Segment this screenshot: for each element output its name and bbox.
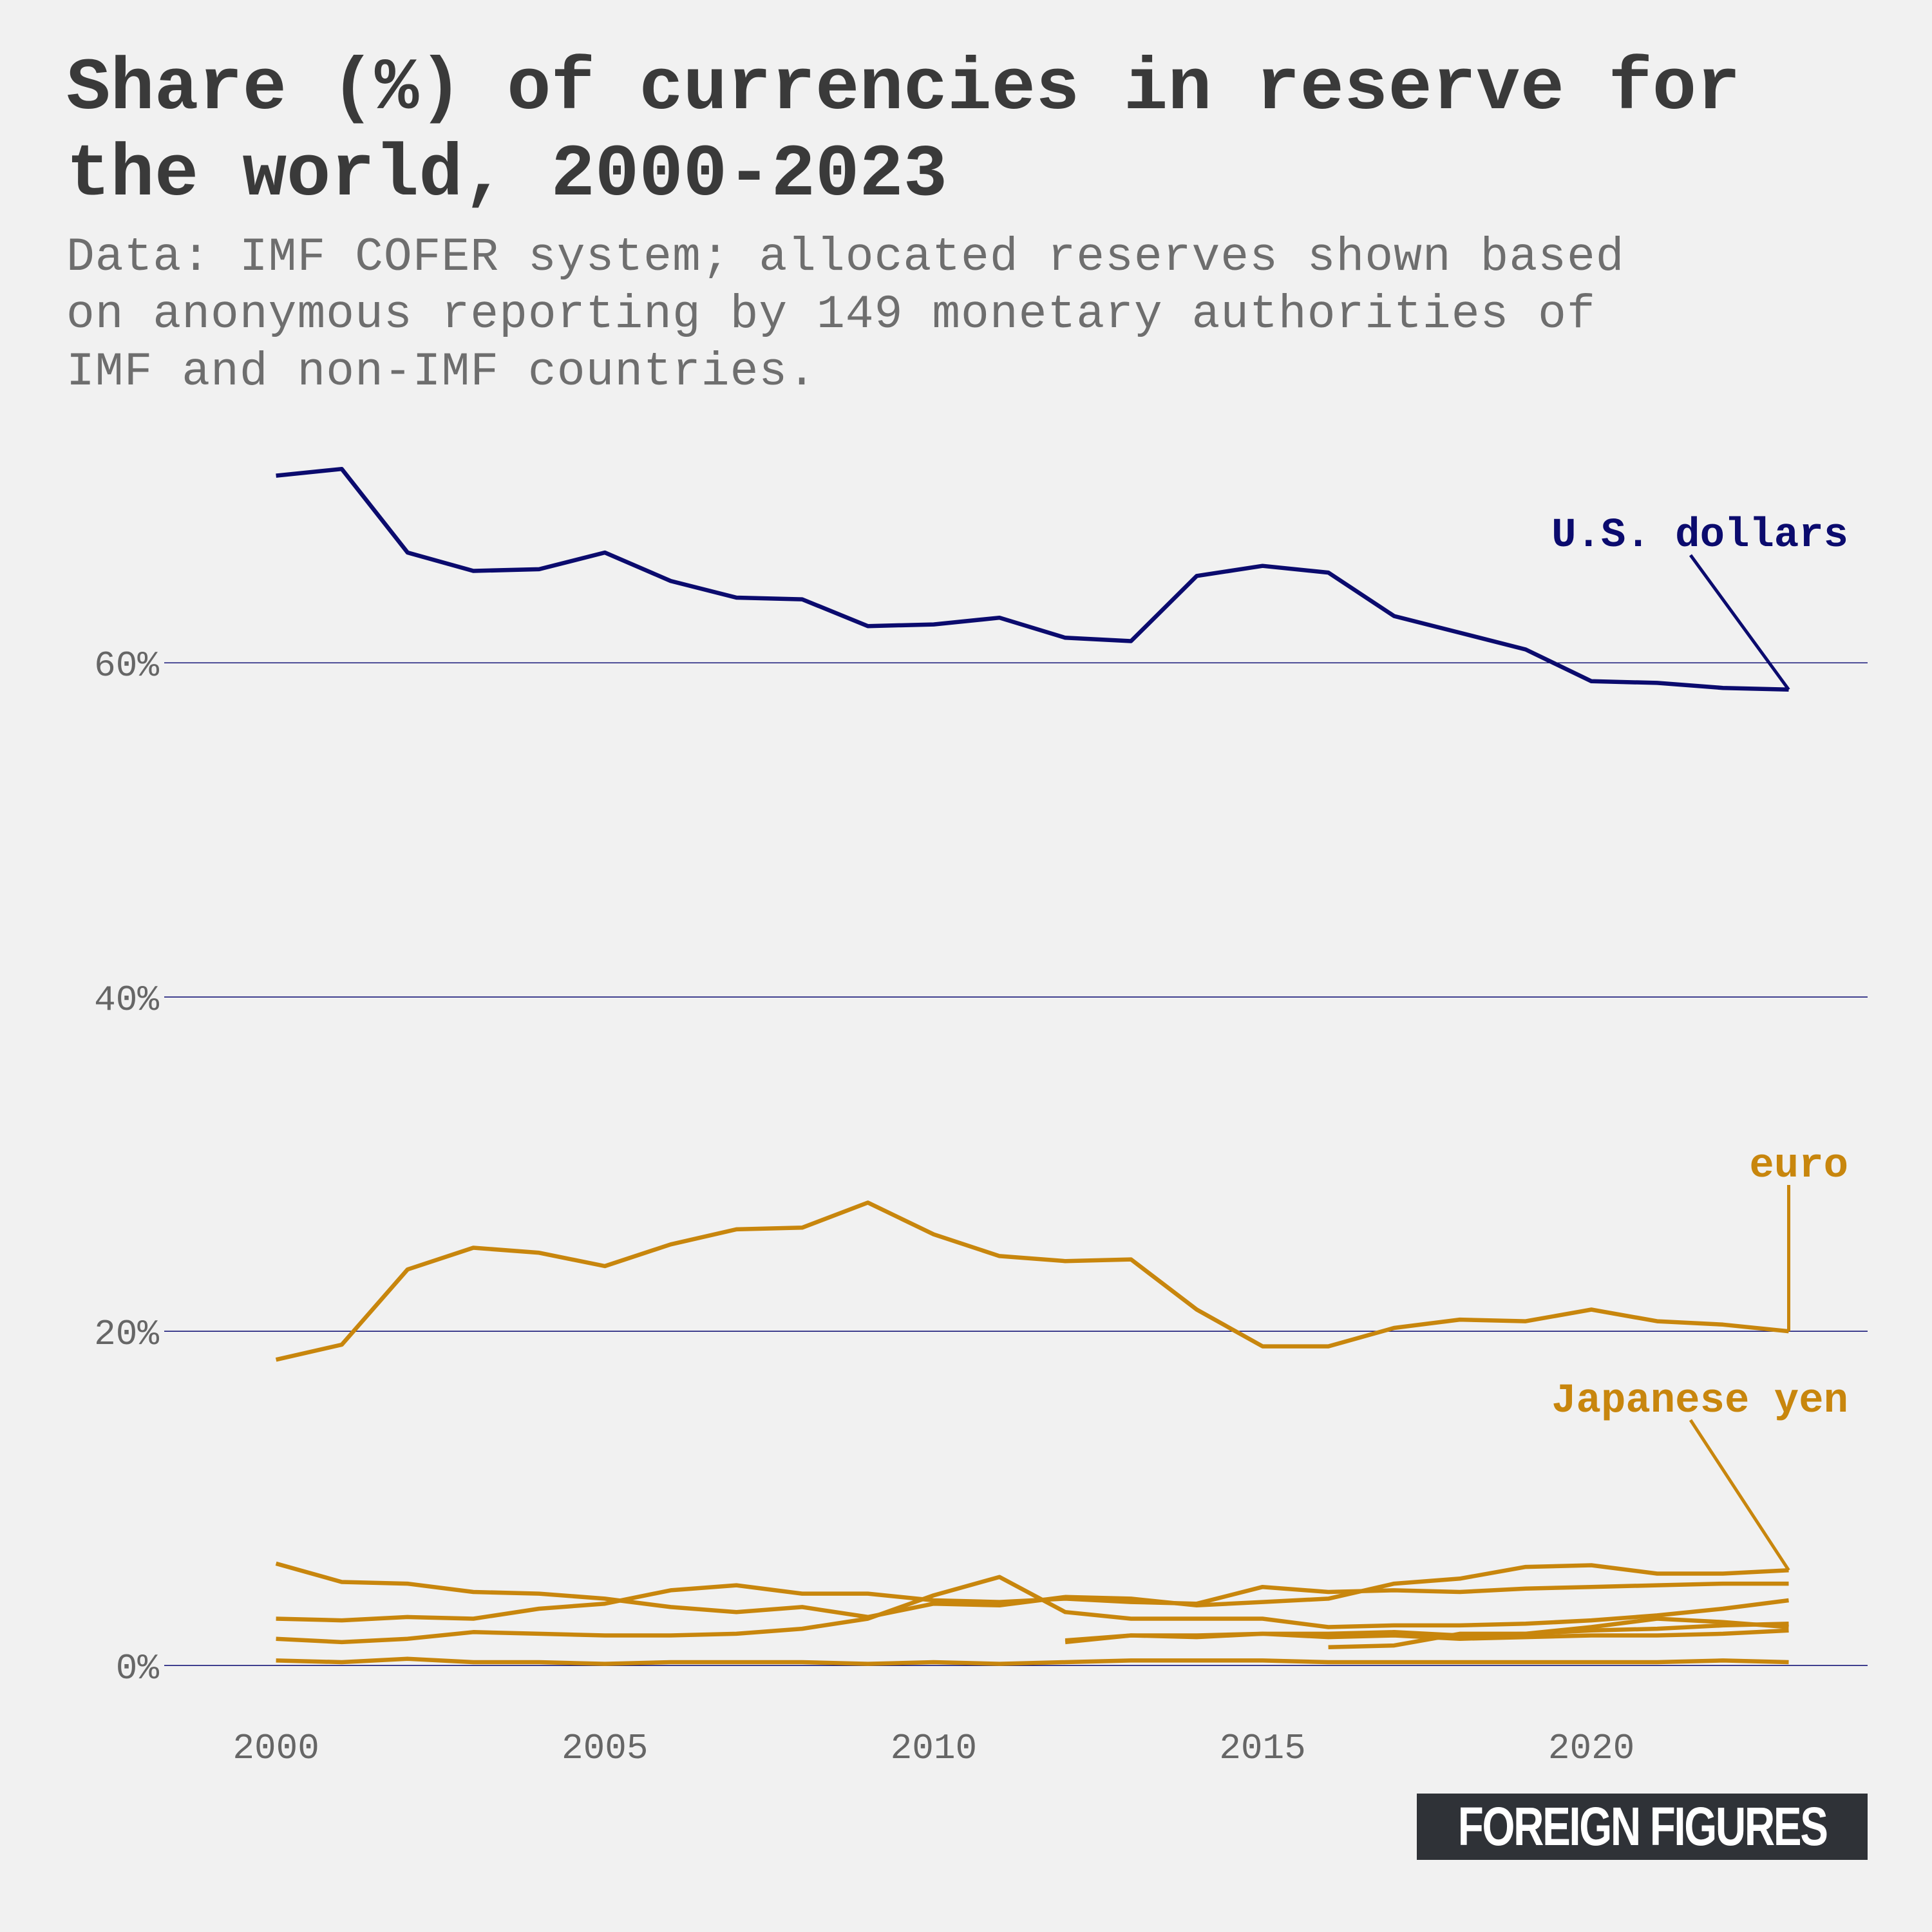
gridlines	[164, 662, 1868, 1667]
series-line-u-s-dollars	[276, 466, 1789, 692]
series-line-japanese-yen	[275, 1561, 1789, 1620]
series-line-other-4	[276, 1575, 1789, 1645]
x-tick-label: 2015	[1219, 1728, 1305, 1769]
series-line-euro	[275, 1200, 1789, 1362]
series-label-u-s-dollars: U.S. dollars	[1551, 513, 1848, 559]
chart-title: Share (%) of currencies in reserve for t…	[66, 48, 1741, 217]
leader-line-u-s-dollars	[1689, 554, 1790, 691]
x-tick-label: 2020	[1548, 1728, 1634, 1769]
x-tick-label: 2005	[562, 1728, 648, 1769]
y-tick-label: 0%	[116, 1648, 160, 1689]
series-lines	[275, 466, 1789, 1666]
x-axis-ticks: 2000 2005 2010 2015 2020	[232, 1728, 1634, 1769]
y-tick-label: 60%	[94, 645, 159, 687]
y-axis-ticks: 0% 20% 40% 60%	[94, 645, 159, 1689]
series-label-japanese-yen: Japanese yen	[1551, 1378, 1848, 1425]
series-label-euro: euro	[1749, 1143, 1848, 1189]
logo-text: FOREIGN FIGURES	[1457, 1796, 1828, 1857]
foreign-figures-logo: FOREIGN FIGURES	[1417, 1794, 1868, 1860]
x-tick-label: 2000	[232, 1728, 319, 1769]
y-tick-label: 20%	[94, 1314, 159, 1355]
chart-subtitle: Data: IMF COFER system; allocated reserv…	[66, 231, 1625, 399]
y-tick-label: 40%	[94, 980, 159, 1021]
series-line-other-5	[276, 1656, 1789, 1666]
x-tick-label: 2010	[891, 1728, 977, 1769]
leader-line-japanese-yen	[1689, 1419, 1790, 1571]
series-line-other-8	[1328, 1616, 1789, 1649]
series-line-other-3	[276, 1581, 1789, 1623]
series-line-other-7	[1065, 1628, 1789, 1643]
series-labels: U.S. dollars euro Japanese yen	[1551, 513, 1848, 1571]
